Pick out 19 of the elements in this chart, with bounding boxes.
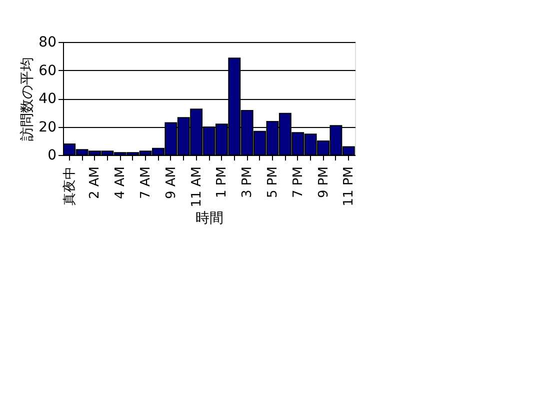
x-tick-label: 11 PM [342, 166, 357, 206]
x-tick-label: 9 AM [164, 166, 179, 200]
y-tick-label: 0 [48, 148, 56, 164]
y-tick-label: 40 [38, 91, 56, 107]
x-tick-label: 7 AM [138, 166, 154, 200]
x-tick-label: 1 PM [214, 166, 230, 198]
x-tick-label: 2 AM [88, 166, 103, 200]
y-tick-label: 20 [38, 119, 56, 136]
x-tick-label: 真夜中 [61, 166, 78, 206]
y-axis-title: 訪問数の平均 [20, 57, 36, 141]
x-tick-label: 9 PM [316, 166, 332, 198]
x-tick-label: 7 PM [290, 166, 306, 198]
x-tick-label: 11 AM [189, 166, 204, 208]
x-tick-label: 4 AM [113, 166, 128, 200]
y-tick-label: 80 [38, 34, 56, 50]
x-axis-title: 時間 [196, 210, 224, 226]
y-tick-label: 60 [38, 62, 56, 79]
x-tick-label: 3 PM [240, 166, 256, 198]
x-tick-label: 5 PM [265, 166, 280, 198]
